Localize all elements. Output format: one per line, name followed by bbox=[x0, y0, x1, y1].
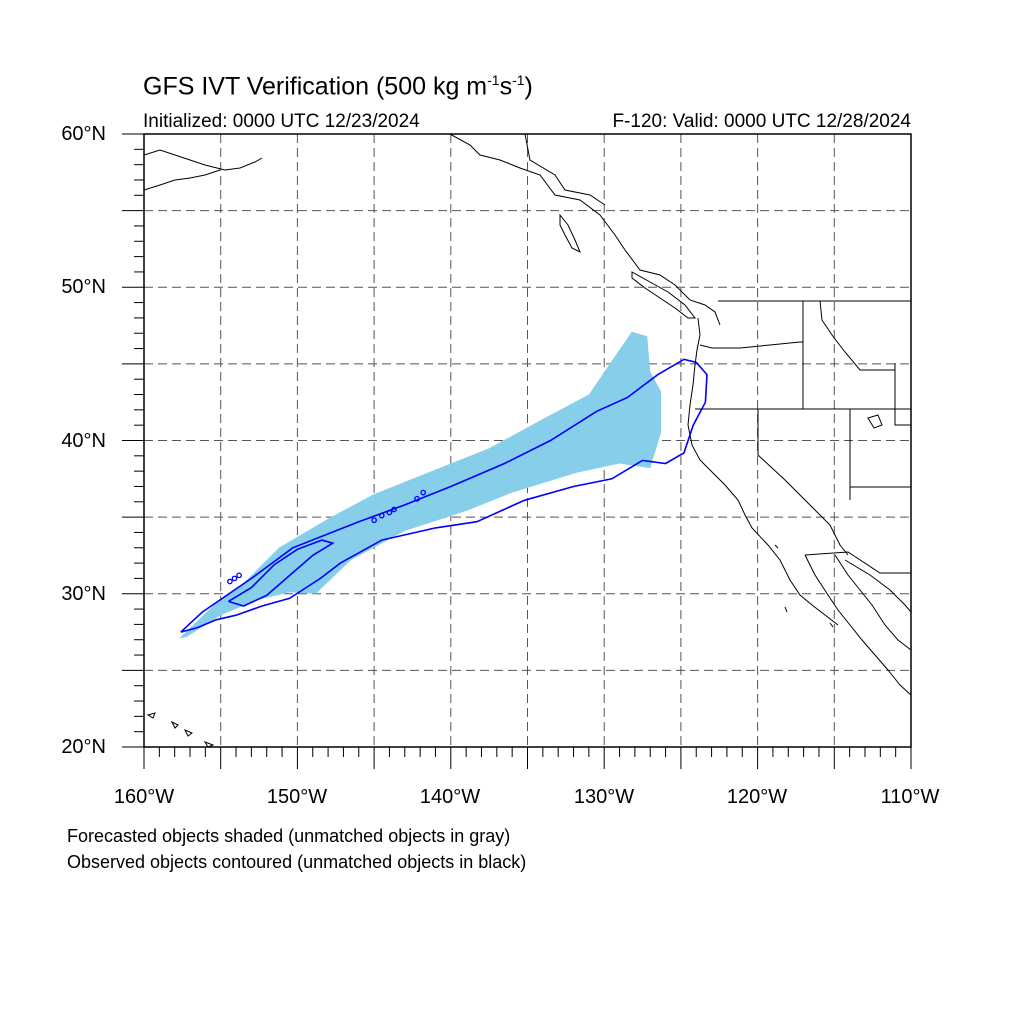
border-montana-idaho bbox=[819, 300, 895, 371]
x-label-120w: 120°W bbox=[726, 786, 788, 808]
observed-small-contour bbox=[236, 572, 242, 579]
x-label-150w: 150°W bbox=[266, 786, 328, 808]
x-label-160w: 160°W bbox=[113, 786, 175, 808]
political-borders bbox=[524, 134, 911, 574]
title-main: GFS IVT Verification (500 kg m bbox=[143, 72, 488, 101]
legend-observed-note: Observed objects contoured (unmatched ob… bbox=[67, 852, 527, 872]
border-california-nevada bbox=[757, 409, 849, 556]
border-wyoming-box bbox=[894, 363, 911, 426]
coastline-alaska-peninsula bbox=[144, 169, 221, 191]
observed-small-contour bbox=[386, 509, 393, 516]
observed-small-contour bbox=[227, 578, 233, 585]
y-label-60n: 60°N bbox=[61, 123, 106, 145]
lake-great-salt-lake bbox=[867, 414, 883, 429]
observed-small-contour bbox=[378, 512, 385, 519]
x-label-140w: 140°W bbox=[419, 786, 481, 808]
observed-inner-contour bbox=[227, 539, 335, 607]
border-us-mexico bbox=[804, 551, 911, 574]
y-label-40n: 40°N bbox=[61, 430, 106, 452]
coastline-layer bbox=[144, 134, 911, 747]
x-label-130w: 130°W bbox=[573, 786, 635, 808]
valid-time-label: F-120: Valid: 0000 UTC 12/28/2024 bbox=[612, 111, 911, 132]
border-bc-alaska bbox=[524, 134, 606, 206]
title-close: ) bbox=[524, 72, 533, 101]
chart-title: GFS IVT Verification (500 kg m-1s-1) bbox=[143, 72, 533, 101]
observed-small-contour bbox=[420, 489, 427, 496]
coastline-us-west bbox=[687, 317, 839, 626]
coastline-vancouver-island bbox=[631, 271, 697, 319]
coastline-bc-islands bbox=[559, 213, 581, 254]
forecast-and-observed-objects bbox=[179, 331, 708, 639]
x-label-110w: 110°W bbox=[880, 786, 940, 808]
coastline-channel-islands bbox=[774, 544, 834, 628]
legend-forecast-note: Forecasted objects shaded (unmatched obj… bbox=[67, 826, 511, 846]
border-washington-oregon bbox=[699, 341, 803, 349]
y-label-50n: 50°N bbox=[61, 276, 106, 298]
coastline-baja bbox=[804, 554, 911, 696]
title-unit-s: s bbox=[499, 72, 513, 101]
observed-small-contour bbox=[371, 517, 377, 524]
y-label-20n: 20°N bbox=[61, 736, 106, 758]
y-label-30n: 30°N bbox=[61, 583, 106, 605]
forecast-ivt-object bbox=[179, 331, 662, 639]
observed-ivt-contour bbox=[180, 358, 708, 633]
axis-ticks bbox=[122, 133, 912, 769]
coastline-bc-alaska bbox=[449, 134, 721, 326]
observed-small-contour bbox=[391, 506, 397, 513]
title-exponent-1: -1 bbox=[487, 72, 500, 88]
observed-small-contour bbox=[414, 495, 420, 502]
coastline-mexico-mainland bbox=[844, 559, 911, 613]
coastline-hawaii bbox=[146, 712, 215, 747]
initialized-label: Initialized: 0000 UTC 12/23/2024 bbox=[143, 111, 420, 132]
coastline-gulf-of-california bbox=[834, 554, 911, 651]
observed-small-contour bbox=[231, 575, 238, 582]
coastline-alaska-southwest bbox=[144, 149, 263, 171]
title-exponent-2: -1 bbox=[512, 72, 525, 88]
